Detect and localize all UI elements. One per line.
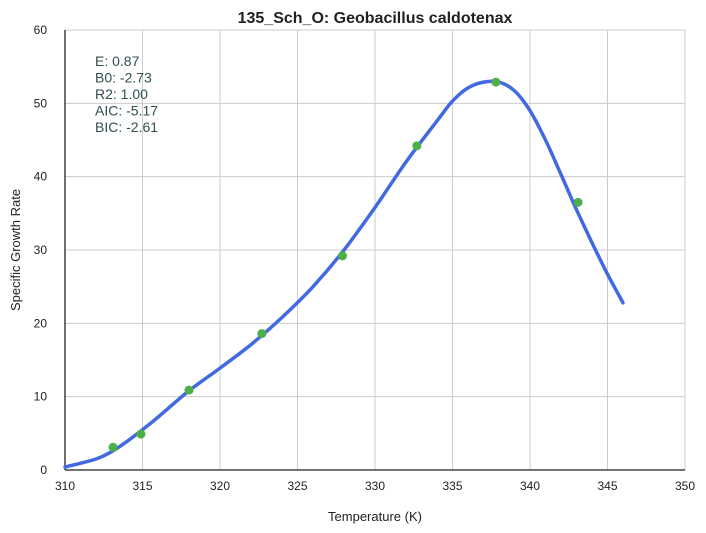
data-point [108, 442, 118, 452]
data-point [136, 429, 146, 439]
y-tick-label: 40 [34, 170, 48, 184]
x-axis-title: Temperature (K) [328, 509, 422, 524]
chart-title: 135_Sch_O: Geobacillus caldotenax [238, 10, 513, 27]
x-tick-label: 320 [210, 479, 230, 493]
x-tick-label: 310 [55, 479, 75, 493]
x-tick-label: 315 [132, 479, 152, 493]
data-point [491, 77, 501, 87]
x-tick-label: 330 [365, 479, 385, 493]
data-point [412, 141, 422, 151]
x-tick-label: 340 [520, 479, 540, 493]
fit-statistic-label: E: 0.87 [95, 53, 140, 69]
data-point [184, 385, 194, 395]
fit-statistic-label: B0: -2.73 [95, 70, 152, 86]
fit-statistic-label: R2: 1.00 [95, 86, 148, 102]
data-points [108, 77, 583, 452]
y-tick-label: 60 [34, 23, 48, 37]
data-point [257, 329, 267, 339]
x-tick-label: 350 [675, 479, 695, 493]
grid [65, 29, 686, 470]
y-tick-label: 20 [34, 316, 48, 330]
x-tick-label: 325 [287, 479, 307, 493]
data-point [573, 197, 583, 207]
x-tick-label: 345 [597, 479, 617, 493]
data-point [337, 251, 347, 261]
x-tick-label: 335 [442, 479, 462, 493]
y-tick-label: 50 [34, 96, 48, 110]
fit-statistic-label: BIC: -2.61 [95, 119, 158, 135]
y-tick-label: 10 [34, 390, 48, 404]
fit-line [63, 79, 625, 469]
axes [64, 30, 685, 471]
y-tick-label: 30 [34, 243, 48, 257]
y-tick-label: 0 [40, 463, 47, 477]
y-axis-title: Specific Growth Rate [8, 189, 23, 311]
tick-labels: 310 315 320 325 330 335 340 345 350 0 10 20 30 40 50 60 [34, 23, 696, 493]
fit-statistic-label: AIC: -5.17 [95, 103, 158, 119]
